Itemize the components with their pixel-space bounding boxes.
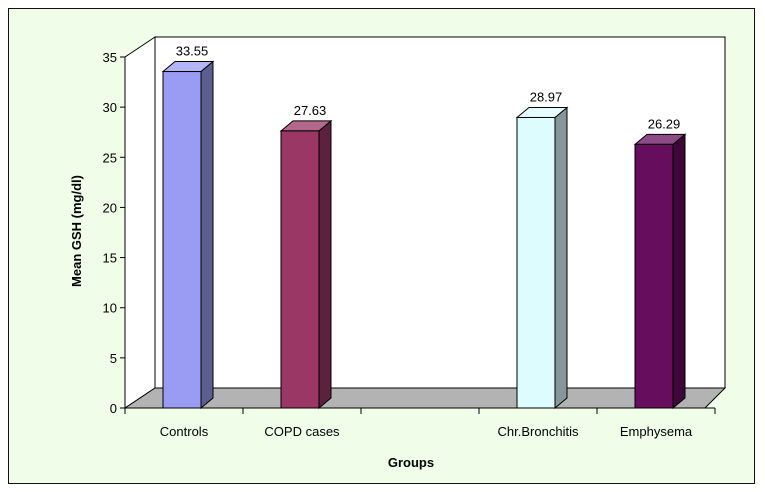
bar-front (634, 143, 674, 409)
x-axis-label: Groups (388, 455, 434, 470)
x-tick-label: Chr.Bronchitis (498, 424, 579, 439)
y-tick-label: 30 (103, 100, 117, 115)
x-tick-label: Emphysema (620, 424, 693, 439)
bar-chart: 33.55 27.63 28.97 26.29 0 5 10 15 20 25 30 35 Cont… (69, 36, 727, 470)
data-label: 28.97 (530, 89, 563, 104)
data-label: 27.63 (294, 103, 327, 118)
x-axis: Controls COPD cases Chr.Bronchitis Emphysem… (124, 407, 716, 439)
y-tick-label: 15 (103, 251, 117, 266)
y-axis-label: Mean GSH (mg/dl) (69, 175, 84, 287)
y-tick-label: 25 (103, 150, 117, 165)
bar (633, 133, 687, 410)
bar-side (672, 133, 686, 410)
data-label: 26.29 (648, 116, 681, 131)
y-tick-label: 35 (103, 50, 117, 65)
bar-side (554, 106, 568, 410)
y-tick-label: 5 (110, 351, 117, 366)
bar-front (280, 130, 320, 409)
y-tick-label: 20 (103, 200, 117, 215)
data-label: 33.55 (176, 44, 209, 59)
bar (161, 60, 215, 410)
bar-side (200, 60, 214, 410)
x-tick-label: COPD cases (264, 424, 340, 439)
bar (515, 106, 569, 410)
x-tick-label: Controls (160, 424, 209, 439)
bar-front (162, 71, 202, 409)
bar-side (318, 119, 332, 410)
bars: 33.55 27.63 28.97 26.29 (161, 44, 687, 410)
chart-frame: 33.55 27.63 28.97 26.29 0 5 10 15 20 25 30 35 Cont… (8, 8, 755, 484)
y-axis: 0 5 10 15 20 25 30 35 (103, 50, 126, 416)
y-tick-label: 0 (110, 401, 117, 416)
bar-front (516, 116, 556, 409)
side-wall (124, 36, 156, 409)
bar (279, 119, 333, 410)
y-tick-label: 10 (103, 301, 117, 316)
